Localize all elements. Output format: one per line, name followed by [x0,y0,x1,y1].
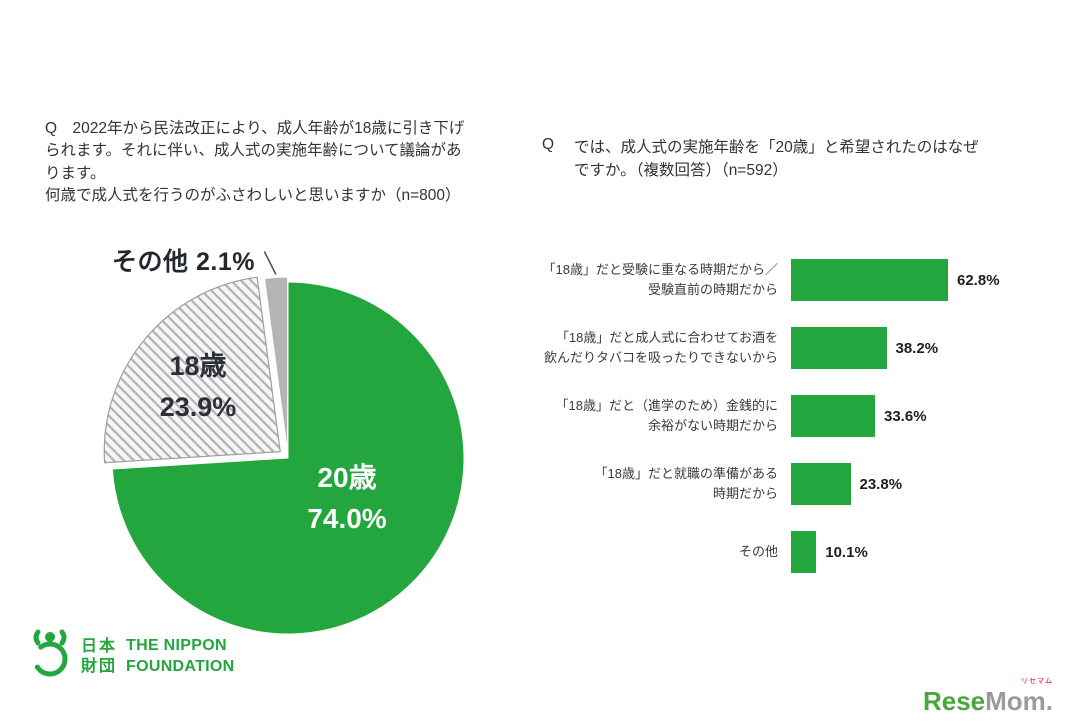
bar-row: その他 10.1% [528,518,1063,586]
nippon-foundation-jp-text: 日本 財団 [81,638,118,675]
bar-value-label: 23.8% [859,475,903,493]
bar-category-label: 「18歳」だと受験に重なる時期だから／ 受験直前の時期だから [542,261,778,297]
bar-row: 「18歳」だと成人式に合わせてお酒を 飲んだりタバコを吸ったりできないから 38.… [528,314,1063,382]
bar-row: 「18歳」だと受験に重なる時期だから／ 受験直前の時期だから 62.8% [528,246,1063,314]
resemom-logo: Rese リセマム Mom. [922,678,1053,716]
resemom-logo-rese: Rese [922,686,986,716]
pie-label-20-value: 74.0% [307,502,387,534]
bar-category-label: 「18歳」だと就職の準備がある 時期だから [594,465,778,501]
bar-question-text: では、成人式の実施年齢を「20歳」と希望されたのはなぜ ですか。（複数回答）（n… [574,139,979,180]
pie-leader-line [263,251,277,275]
pie-slice-2 [263,276,289,454]
resemom-logo-kana: リセマム [1021,678,1053,685]
bar-fill [791,395,875,437]
pie-label-18-name: 18歳 [169,351,227,381]
nippon-foundation-en-text: THE NIPPON FOUNDATION [126,636,235,675]
pie-chart [95,232,490,647]
bar-chart: 「18歳」だと受験に重なる時期だから／ 受験直前の時期だから 62.8% 「18歳」… [528,246,1063,586]
bar-category-label: その他 [738,543,778,559]
pie-label-20-name: 20歳 [317,462,377,493]
resemom-logo-mom: リセマム Mom. [985,678,1053,716]
bar-value-label: 62.8% [957,271,1000,289]
nippon-foundation-icon [28,628,72,685]
resemom-logo-mom-text: Mom. [985,686,1053,716]
bar-category-label: 「18歳」だと成人式に合わせてお酒を 飲んだりタバコを吸ったりできないから [543,329,778,365]
bar-question: Q では、成人式の実施年齢を「20歳」と希望されたのはなぜ ですか。（複数回答）… [542,136,1047,183]
bar-fill [791,327,887,369]
pie-svg [103,251,465,635]
bar-fill [791,259,948,301]
bar-fill [791,463,851,505]
pie-slice-0 [111,281,465,635]
pie-question: Q 2022年から民法改正により、成人年齢が18歳に引き下げ られます。それに伴… [45,120,465,205]
bar-value-label: 33.6% [884,407,927,425]
bar-category-label: 「18歳」だと（進学のため）金銭的に 余裕がない時期だから [555,397,778,433]
bar-value-label: 10.1% [825,543,868,561]
pie-label-other-name: その他 [112,248,189,276]
pie-label-18: 18歳 23.9% [128,346,268,427]
bar-question-q-mark: Q [542,136,555,153]
bar-fill [791,531,817,573]
bar-value-label: 38.2% [895,339,939,357]
pie-label-other: その他 2.1% [112,242,255,278]
bar-row: 「18歳」だと（進学のため）金銭的に 余裕がない時期だから 33.6% [528,382,1063,450]
pie-label-20: 20歳 74.0% [278,458,416,539]
pie-label-other-value: 2.1% [195,248,255,276]
pie-label-18-value: 23.9% [159,391,237,422]
nippon-foundation-logo: 日本 財団 THE NIPPON FOUNDATION [28,628,234,685]
bar-row: 「18歳」だと就職の準備がある 時期だから 23.8% [528,450,1063,518]
pie-slice-1 [103,276,281,464]
